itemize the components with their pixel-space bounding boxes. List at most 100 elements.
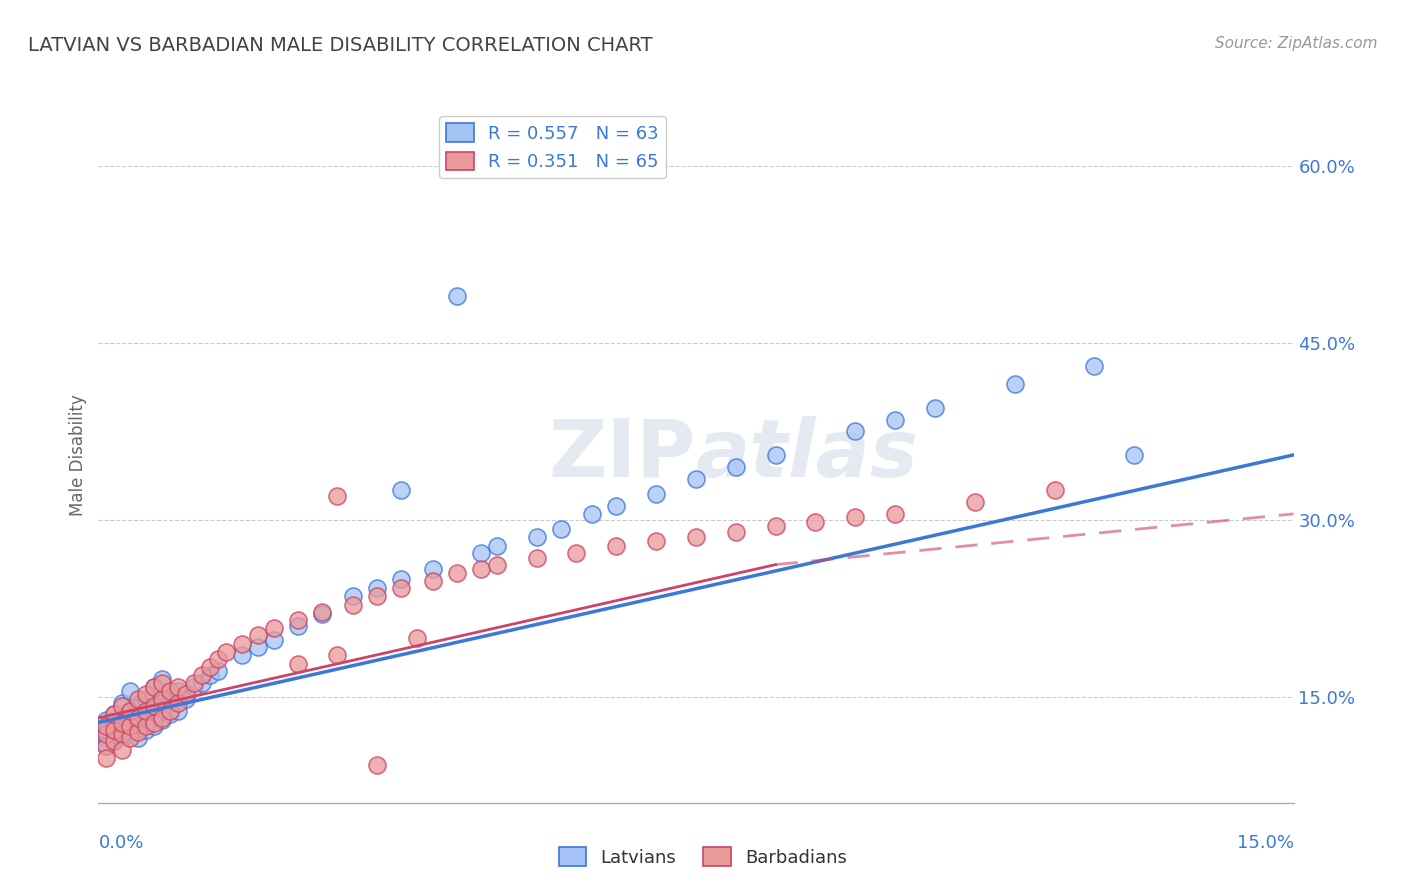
Point xyxy=(605,539,627,553)
Point xyxy=(111,743,134,757)
Point xyxy=(135,723,157,737)
Text: LATVIAN VS BARBADIAN MALE DISABILITY CORRELATION CHART: LATVIAN VS BARBADIAN MALE DISABILITY COR… xyxy=(28,36,652,54)
Point xyxy=(103,734,125,748)
Point xyxy=(120,719,142,733)
Legend: Latvians, Barbadians: Latvians, Barbadians xyxy=(553,840,853,874)
Text: Source: ZipAtlas.com: Source: ZipAtlas.com xyxy=(1215,36,1378,51)
Point xyxy=(246,628,269,642)
Point xyxy=(581,507,603,521)
Point xyxy=(406,631,429,645)
Point xyxy=(924,401,946,415)
Point xyxy=(526,531,548,545)
Point xyxy=(111,727,134,741)
Point xyxy=(150,696,173,710)
Point xyxy=(127,731,149,745)
Point xyxy=(366,758,388,772)
Point xyxy=(366,581,388,595)
Point xyxy=(804,515,827,529)
Point xyxy=(143,680,166,694)
Point xyxy=(183,680,205,694)
Point xyxy=(120,731,142,745)
Point xyxy=(167,696,190,710)
Point xyxy=(103,734,125,748)
Point xyxy=(103,707,125,722)
Point xyxy=(231,637,253,651)
Point xyxy=(159,707,181,722)
Point xyxy=(198,668,221,682)
Point xyxy=(135,719,157,733)
Point xyxy=(183,675,205,690)
Point xyxy=(1123,448,1146,462)
Point xyxy=(287,613,309,627)
Point xyxy=(167,683,190,698)
Point xyxy=(150,672,173,686)
Point xyxy=(111,715,134,730)
Point xyxy=(207,652,229,666)
Point xyxy=(135,687,157,701)
Point xyxy=(191,675,214,690)
Text: ZIP: ZIP xyxy=(548,416,696,494)
Point xyxy=(470,546,492,560)
Point xyxy=(311,607,333,621)
Point xyxy=(765,518,787,533)
Point xyxy=(96,713,118,727)
Point xyxy=(120,719,142,733)
Point xyxy=(1083,359,1105,374)
Point xyxy=(103,707,125,722)
Legend: R = 0.557   N = 63, R = 0.351   N = 65: R = 0.557 N = 63, R = 0.351 N = 65 xyxy=(439,116,666,178)
Point xyxy=(844,510,866,524)
Point xyxy=(470,562,492,576)
Point xyxy=(159,690,181,704)
Point xyxy=(263,633,285,648)
Point xyxy=(96,751,118,765)
Point xyxy=(127,692,149,706)
Point xyxy=(96,731,118,745)
Point xyxy=(127,725,149,739)
Point xyxy=(127,715,149,730)
Point xyxy=(287,619,309,633)
Point xyxy=(111,715,134,730)
Point xyxy=(884,412,907,426)
Point xyxy=(485,558,508,572)
Point xyxy=(135,704,157,718)
Point xyxy=(246,640,269,654)
Text: atlas: atlas xyxy=(696,416,918,494)
Point xyxy=(724,459,747,474)
Point xyxy=(127,711,149,725)
Point xyxy=(645,534,668,549)
Point xyxy=(765,448,787,462)
Point xyxy=(844,425,866,439)
Point xyxy=(389,572,412,586)
Point xyxy=(605,499,627,513)
Point xyxy=(127,701,149,715)
Point xyxy=(342,598,364,612)
Point xyxy=(326,489,349,503)
Point xyxy=(120,683,142,698)
Point xyxy=(150,711,173,725)
Point xyxy=(174,692,197,706)
Point xyxy=(174,687,197,701)
Point xyxy=(550,522,572,536)
Point xyxy=(103,719,125,733)
Point xyxy=(111,696,134,710)
Point xyxy=(422,574,444,588)
Point xyxy=(143,701,166,715)
Point xyxy=(96,719,118,733)
Point xyxy=(366,590,388,604)
Point xyxy=(143,680,166,694)
Point xyxy=(150,675,173,690)
Point xyxy=(422,562,444,576)
Point xyxy=(103,723,125,737)
Point xyxy=(96,739,118,754)
Point xyxy=(389,483,412,498)
Point xyxy=(231,648,253,663)
Point xyxy=(389,581,412,595)
Point xyxy=(143,719,166,733)
Point xyxy=(326,648,349,663)
Point xyxy=(311,605,333,619)
Point xyxy=(1043,483,1066,498)
Point xyxy=(446,289,468,303)
Point xyxy=(724,524,747,539)
Point xyxy=(263,621,285,635)
Point xyxy=(120,727,142,741)
